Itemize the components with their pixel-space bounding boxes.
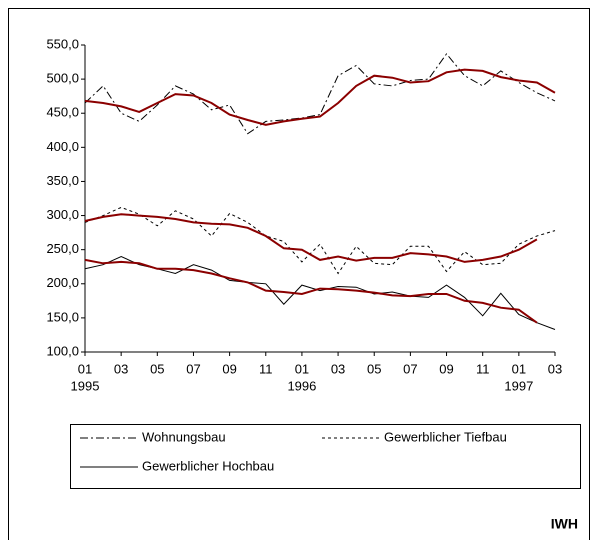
y-tick-label: 400,0	[46, 139, 79, 154]
legend-label: Wohnungsbau	[142, 429, 226, 444]
trend-line	[84, 68, 556, 126]
legend-label: Gewerblicher Hochbau	[142, 458, 274, 473]
x-tick-label: 01	[512, 361, 526, 376]
series-line	[84, 53, 556, 135]
x-tick-label: 09	[222, 361, 236, 376]
frame	[8, 8, 590, 540]
x-tick-label: 03	[114, 361, 128, 376]
x-tick-label: 03	[548, 361, 562, 376]
x-tick-label: 05	[150, 361, 164, 376]
y-tick-label: 500,0	[46, 71, 79, 86]
y-tick-label: 300,0	[46, 207, 79, 222]
y-tick-label: 100,0	[46, 343, 79, 358]
x-tick-label: 07	[186, 361, 200, 376]
x-tick-label: 05	[367, 361, 381, 376]
x-tick-label: 01	[295, 361, 309, 376]
source-label: IWH	[551, 516, 578, 532]
trend-line	[84, 213, 538, 263]
y-tick-label: 550,0	[46, 36, 79, 51]
legend-label: Gewerblicher Tiefbau	[384, 429, 507, 444]
x-year-label: 1996	[287, 378, 316, 393]
x-tick-label: 01	[78, 361, 92, 376]
x-tick-label: 09	[439, 361, 453, 376]
x-year-label: 1995	[71, 378, 100, 393]
x-tick-label: 11	[259, 361, 273, 376]
trend-line	[84, 258, 538, 324]
y-tick-label: 150,0	[46, 309, 79, 324]
series-line	[84, 255, 556, 330]
x-tick-label: 03	[331, 361, 345, 376]
x-year-label: 1997	[504, 378, 533, 393]
y-tick-label: 200,0	[46, 275, 79, 290]
x-tick-label: 11	[476, 361, 490, 376]
legend-box	[70, 424, 581, 489]
x-tick-label: 07	[403, 361, 417, 376]
y-tick-label: 350,0	[46, 173, 79, 188]
y-tick-label: 450,0	[46, 105, 79, 120]
y-tick-label: 250,0	[46, 241, 79, 256]
